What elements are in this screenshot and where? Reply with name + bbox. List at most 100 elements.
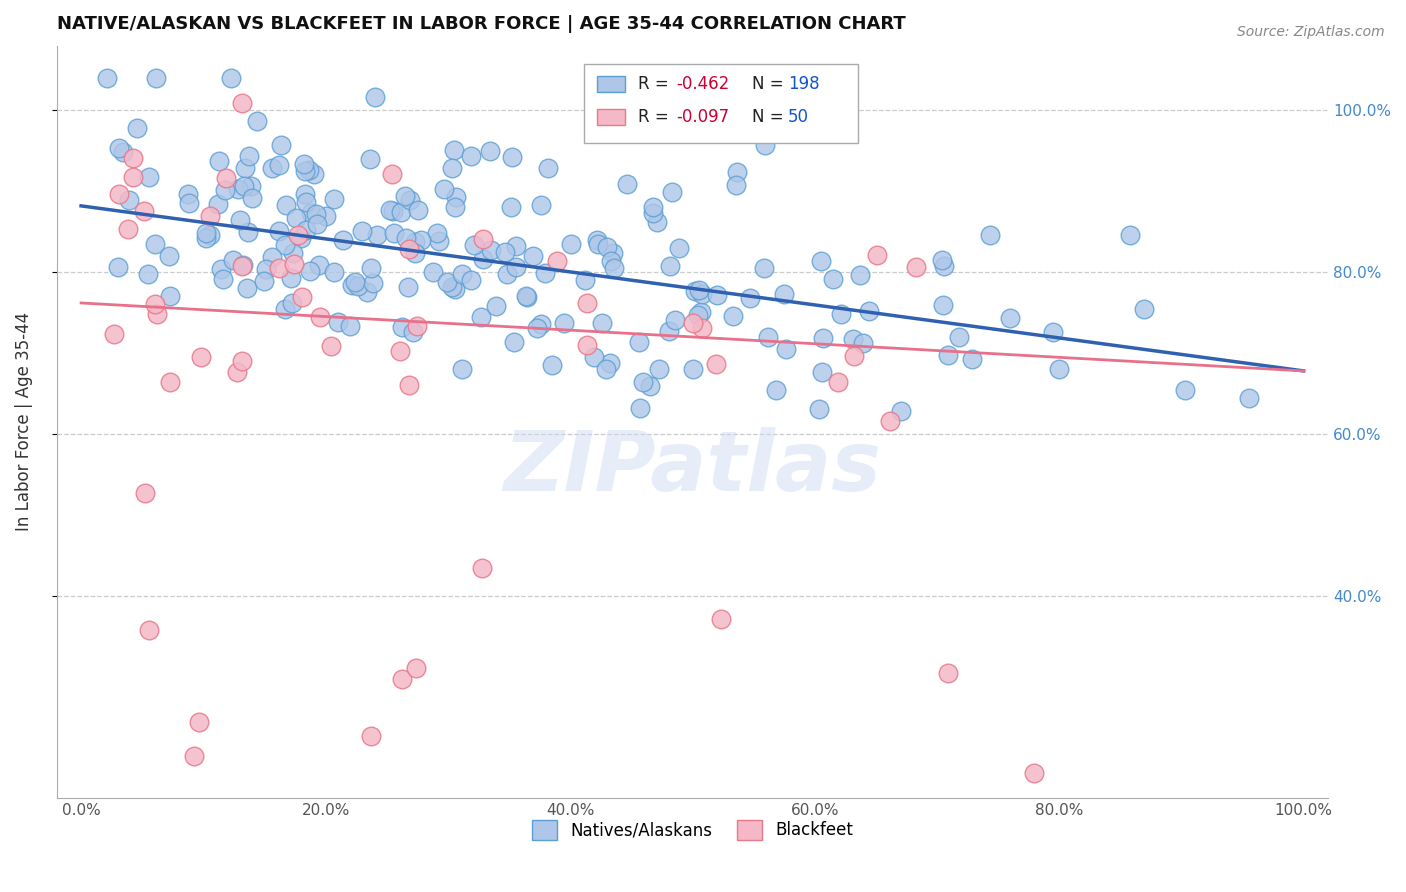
Point (830, 307, 852, 321)
Point (323, 265, 346, 279)
Point (398, 378, 420, 392)
Text: N =: N = (752, 108, 789, 126)
Point (932, 260, 955, 274)
Point (262, 250, 284, 264)
Point (290, 231, 312, 245)
Point (765, 383, 787, 397)
Point (664, 312, 686, 326)
Point (479, 243, 502, 257)
Point (866, 248, 889, 262)
Point (591, 316, 613, 330)
Point (332, 233, 354, 247)
Point (360, 261, 382, 276)
Point (269, 158, 291, 172)
Point (1174, 383, 1197, 397)
Point (560, 237, 582, 252)
Point (145, 307, 167, 321)
Point (228, 182, 250, 196)
Point (391, 319, 413, 334)
Point (616, 177, 638, 191)
Point (315, 209, 337, 223)
Point (537, 161, 560, 175)
Point (879, 414, 901, 428)
Point (586, 233, 609, 247)
Point (208, 153, 231, 168)
Point (599, 356, 621, 370)
Point (254, 261, 277, 276)
Point (586, 237, 609, 252)
Point (159, 288, 181, 302)
Point (823, 272, 845, 286)
Point (157, 250, 180, 264)
Point (269, 260, 291, 275)
Point (409, 233, 432, 247)
Point (305, 207, 328, 221)
Point (810, 253, 832, 268)
Point (773, 286, 796, 301)
Point (183, 749, 205, 764)
Point (391, 672, 413, 686)
Point (360, 729, 382, 743)
Point (602, 246, 624, 260)
Point (138, 623, 160, 637)
Bar (585, 64, 858, 144)
Point (198, 227, 221, 242)
Point (269, 224, 291, 238)
Point (395, 231, 418, 245)
Point (291, 290, 314, 304)
Point (122, 152, 145, 166)
Point (159, 375, 181, 389)
Point (273, 237, 295, 252)
Point (145, 70, 167, 85)
Point (226, 365, 249, 379)
Text: N =: N = (752, 75, 789, 93)
Point (546, 253, 568, 268)
Point (440, 161, 463, 175)
Point (526, 321, 548, 335)
Point (356, 285, 378, 299)
Point (725, 178, 748, 193)
Point (1239, 391, 1261, 405)
Point (422, 265, 444, 279)
Point (852, 336, 875, 351)
Point (214, 183, 236, 197)
Point (111, 145, 134, 160)
Point (1133, 302, 1156, 317)
Point (690, 321, 713, 335)
Point (108, 186, 131, 201)
Point (849, 268, 872, 282)
Point (648, 362, 671, 376)
Point (262, 161, 284, 175)
Point (904, 260, 927, 275)
Point (1024, 766, 1046, 780)
Point (596, 240, 619, 254)
Text: ZIPatlas: ZIPatlas (503, 426, 882, 508)
Point (194, 230, 217, 244)
Point (283, 256, 305, 270)
Point (444, 190, 467, 204)
Point (450, 268, 472, 282)
Point (404, 246, 426, 260)
Point (298, 162, 321, 177)
Point (136, 267, 159, 281)
Point (603, 260, 626, 275)
Point (319, 339, 342, 353)
Point (627, 334, 650, 349)
Point (328, 315, 350, 329)
Point (471, 561, 494, 575)
Point (198, 209, 221, 223)
Point (931, 252, 953, 267)
Point (238, 149, 260, 163)
Point (1042, 325, 1064, 339)
Point (858, 304, 880, 318)
Point (294, 223, 316, 237)
Text: R =: R = (638, 108, 673, 126)
Point (827, 375, 849, 389)
Text: -0.097: -0.097 (676, 108, 728, 126)
Point (236, 225, 259, 239)
Point (308, 310, 330, 325)
Point (231, 95, 253, 110)
Point (177, 196, 200, 211)
Point (932, 298, 955, 312)
Point (299, 205, 322, 219)
